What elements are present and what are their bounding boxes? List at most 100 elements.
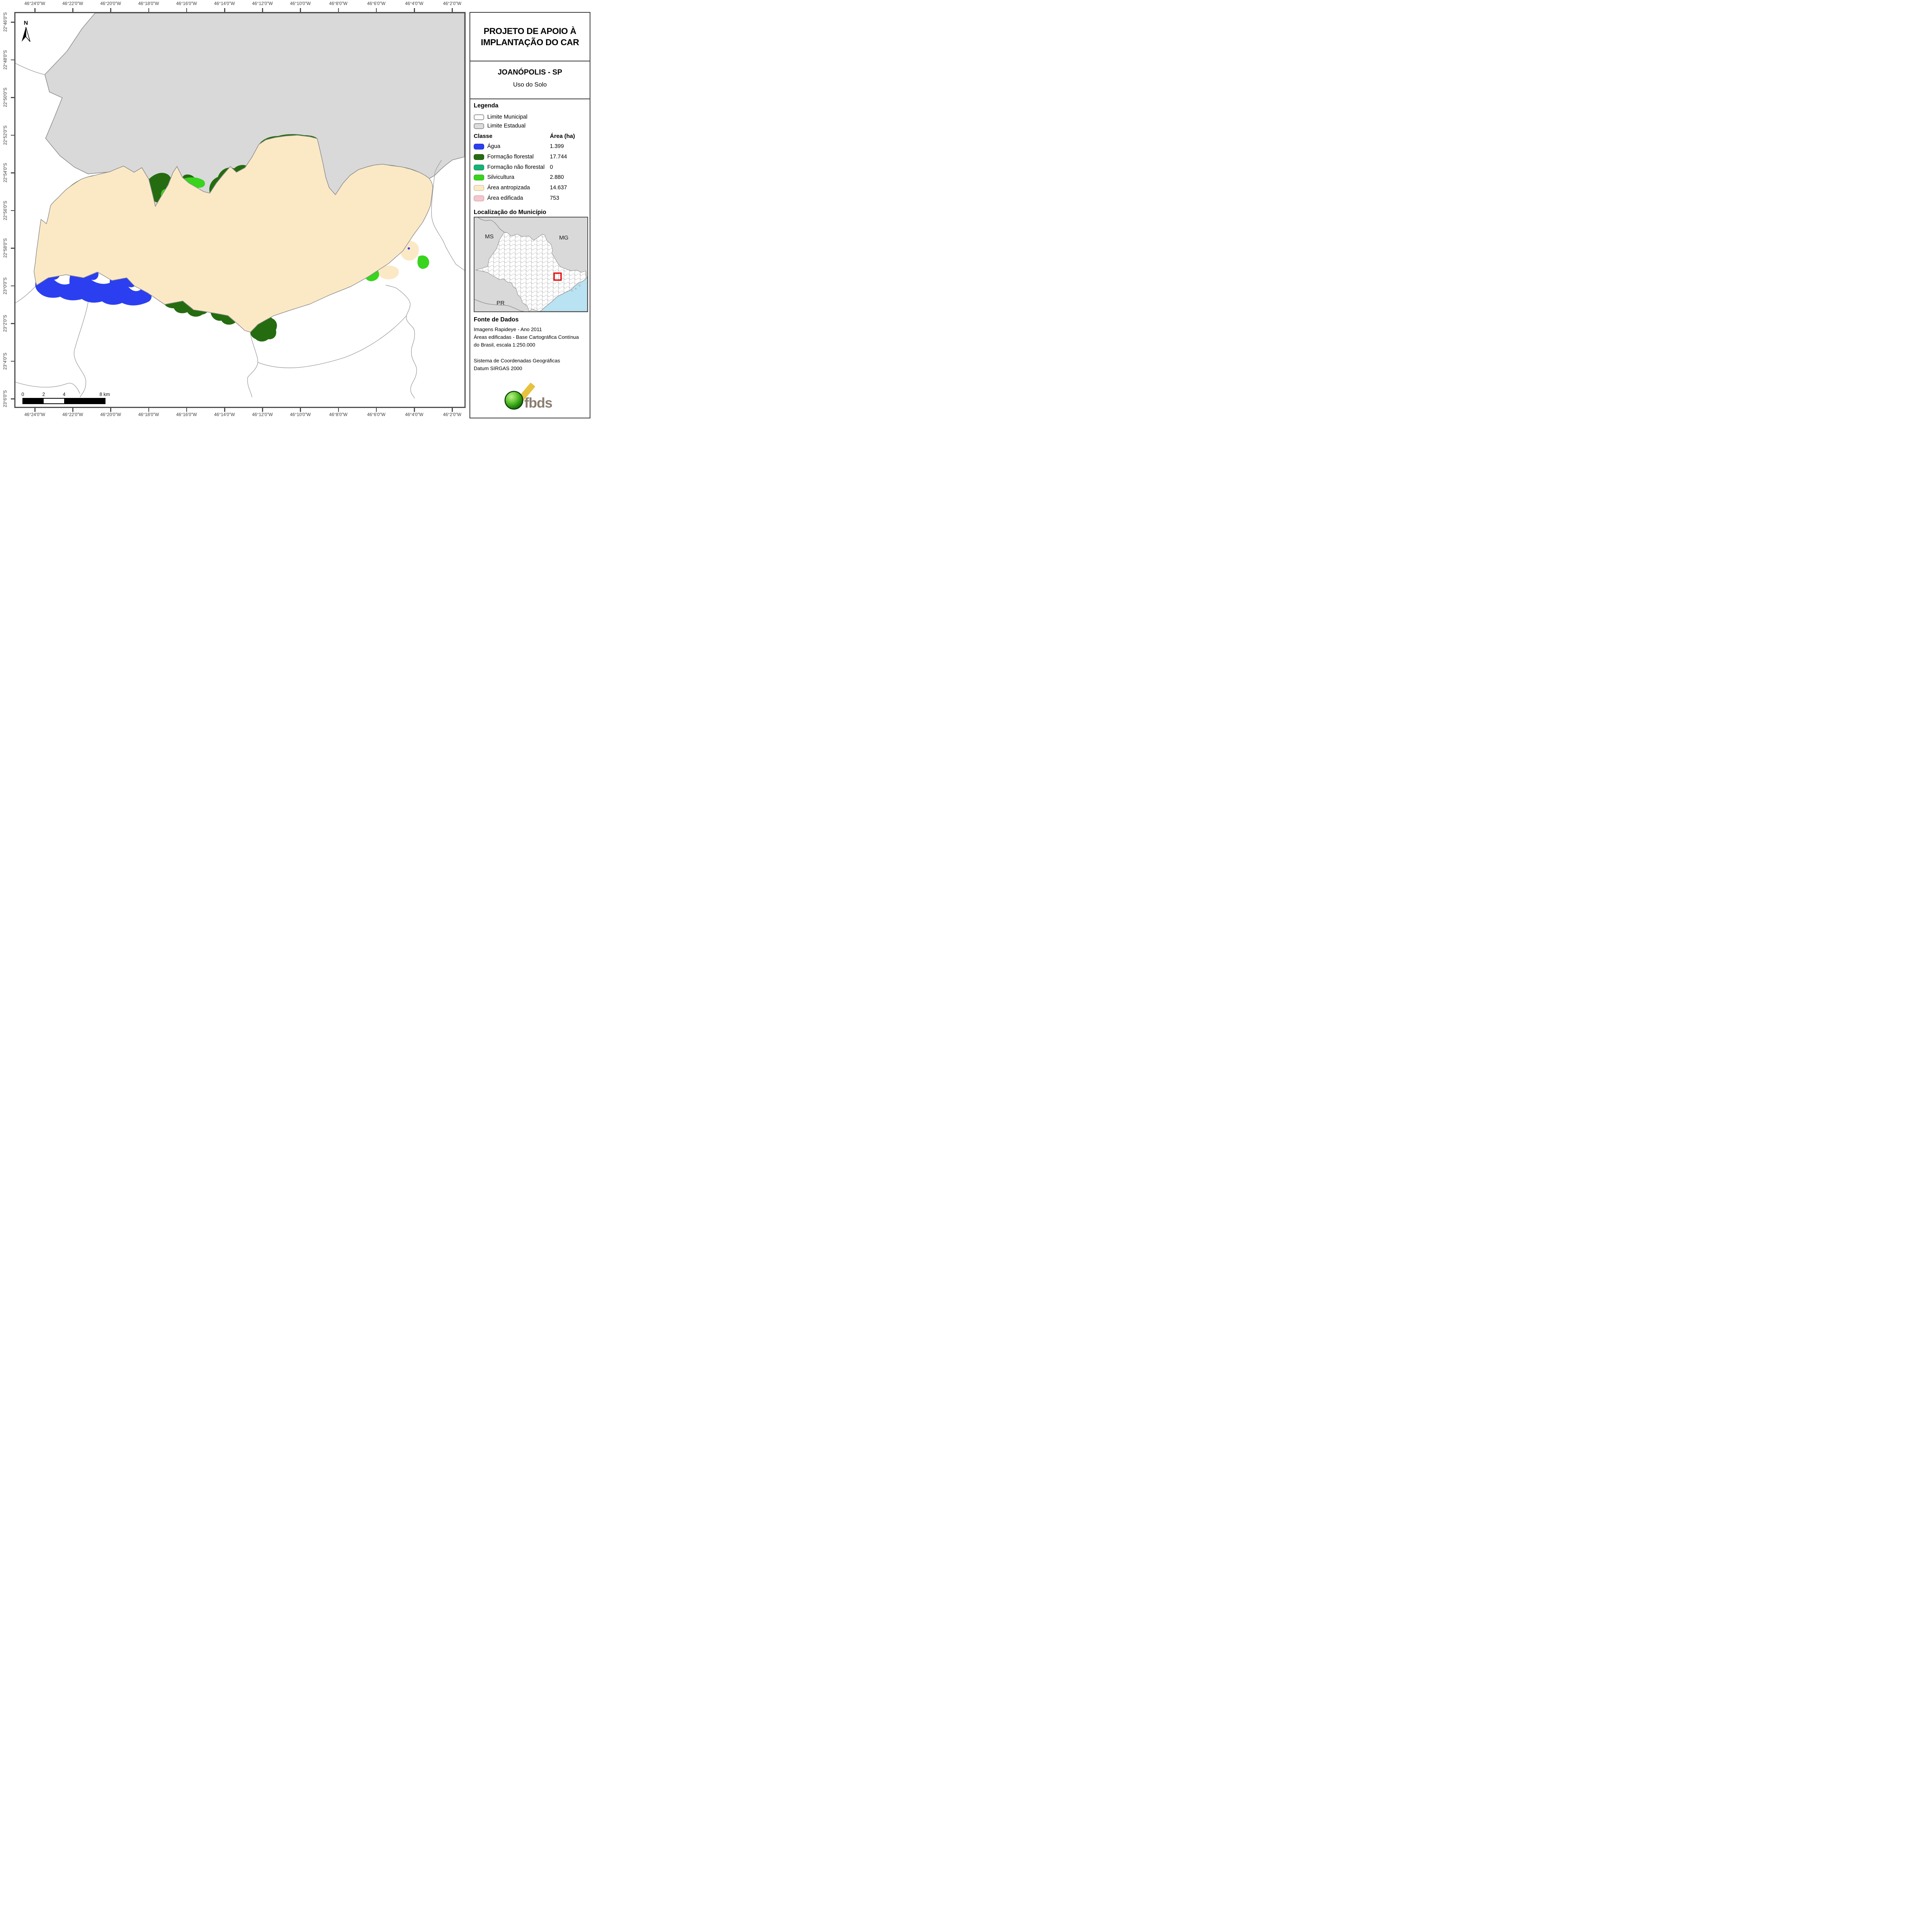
north-arrow: N (22, 20, 31, 42)
main-map: N 0 2 4 8 km (14, 12, 466, 408)
north-arrow-label: N (24, 20, 28, 26)
map-layout-page: N 0 2 4 8 km PROJETO DE APOIO À IMPLANTAÇ… (0, 0, 598, 423)
top-axis-tick (72, 8, 73, 12)
class-area-value: 14.637 (550, 185, 567, 191)
bottom-axis-tick (110, 408, 111, 412)
top-axis-tick (110, 8, 111, 12)
left-axis-label: 22°46'0"S (3, 12, 8, 32)
class-area-value: 1.399 (550, 143, 564, 150)
label-mg: MG (559, 235, 568, 241)
bottom-axis-tick (452, 408, 453, 412)
fbds-logo: fbds (504, 382, 553, 411)
bottom-axis-label: 46°8'0"W (329, 413, 348, 417)
left-axis-label: 23°0'0"S (3, 277, 8, 294)
top-axis-tick (262, 8, 263, 12)
locator-heading: Localização do Município (474, 209, 546, 216)
top-axis-tick (376, 8, 377, 12)
top-axis-tick (300, 8, 301, 12)
bottom-axis-tick (376, 408, 377, 412)
label-ms: MS (485, 233, 494, 240)
bottom-axis-label: 46°14'0"W (214, 413, 235, 417)
class-area-value: 2.880 (550, 174, 564, 181)
municipality-name: JOANÓPOLIS - SP (498, 68, 562, 76)
silvicultura-swatch (474, 175, 484, 181)
limite-estadual-label: Limite Estadual (487, 123, 526, 129)
bottom-axis-label: 46°20'0"W (100, 413, 121, 417)
scale-label-8km: 8 km (99, 392, 110, 397)
scale-bar: 0 2 4 8 km (22, 392, 110, 404)
bottom-axis-label: 46°16'0"W (176, 413, 197, 417)
top-axis-label: 46°24'0"W (24, 2, 45, 6)
top-axis-label: 46°10'0"W (290, 2, 311, 6)
bottom-axis-label: 46°6'0"W (367, 413, 386, 417)
florestal-swatch (474, 154, 484, 160)
top-axis-label: 46°2'0"W (443, 2, 461, 6)
project-title: PROJETO DE APOIO À IMPLANTAÇÃO DO CAR (481, 26, 579, 47)
bottom-axis-label: 46°12'0"W (252, 413, 273, 417)
top-axis-label: 46°4'0"W (405, 2, 423, 6)
top-axis-tick (224, 8, 225, 12)
left-axis-label: 23°6'0"S (3, 390, 8, 408)
label-pr: PR (497, 300, 505, 306)
scale-label-2: 2 (43, 392, 45, 397)
nao_florestal-swatch (474, 164, 484, 170)
left-axis-label: 22°50'0"S (3, 87, 8, 107)
left-axis-label: 22°54'0"S (3, 163, 8, 183)
fonte-heading: Fonte de Dados (474, 316, 519, 323)
top-axis-label: 46°20'0"W (100, 2, 121, 6)
left-axis-tick (11, 360, 14, 362)
scale-label-4: 4 (63, 392, 66, 397)
bottom-axis-tick (414, 408, 415, 412)
legend-heading: Legenda (474, 102, 498, 109)
edificada-swatch (474, 195, 484, 201)
left-axis-tick (11, 248, 14, 249)
limite-municipal-swatch (474, 114, 484, 120)
fonte-line-3: do Brasil, escala 1:250.000 (474, 342, 536, 348)
left-axis-tick (11, 323, 14, 324)
top-axis-label: 46°8'0"W (329, 2, 348, 6)
locator-canvas: MS MG PR (474, 217, 588, 312)
bottom-axis-tick (262, 408, 263, 412)
left-axis-tick (11, 172, 14, 173)
top-axis-label: 46°16'0"W (176, 2, 197, 6)
fonte-line-5: Datum SIRGAS 2000 (474, 365, 522, 371)
top-axis-tick (414, 8, 415, 12)
class-label: Formação não florestal (487, 164, 545, 170)
limite-estadual-swatch (474, 123, 484, 129)
state-border-pr (474, 299, 524, 312)
area-column-header: Área (ha) (550, 133, 575, 139)
limite-municipal-label: Limite Municipal (487, 114, 527, 120)
municipality-highlight-box (553, 272, 562, 281)
bottom-axis-label: 46°10'0"W (290, 413, 311, 417)
class-label: Água (487, 143, 500, 150)
top-axis-tick (338, 8, 339, 12)
scale-label-0: 0 (22, 392, 24, 397)
left-axis-tick (11, 22, 14, 23)
class-label: Área antropizada (487, 185, 530, 191)
bottom-axis-label: 46°18'0"W (138, 413, 159, 417)
logo-globe (504, 391, 524, 410)
bottom-axis-tick (300, 408, 301, 412)
top-axis-label: 46°22'0"W (62, 2, 83, 6)
bottom-axis-tick (34, 408, 36, 412)
left-axis-tick (11, 285, 14, 286)
agua-swatch (474, 144, 484, 150)
class-label: Formação florestal (487, 153, 534, 160)
top-axis-label: 46°14'0"W (214, 2, 235, 6)
neighbor-boundaries (15, 63, 464, 399)
bottom-axis-tick (72, 408, 73, 412)
state-border-ms-mg (478, 217, 505, 233)
left-axis-tick (11, 59, 14, 60)
top-axis-label: 46°6'0"W (367, 2, 386, 6)
bottom-axis-tick (224, 408, 225, 412)
class-area-value: 0 (550, 164, 553, 170)
logo-text: fbds (524, 395, 552, 411)
map-theme: Uso do Solo (513, 82, 547, 88)
fonte-line-2: Áreas edificadas - Base Cartográfica Con… (474, 334, 579, 340)
top-axis-tick (34, 8, 36, 12)
subtitle-box: JOANÓPOLIS - SP Uso do Solo (470, 61, 590, 99)
class-area-value: 753 (550, 195, 560, 201)
left-axis-label: 22°48'0"S (3, 50, 8, 70)
class-label: Silvicultura (487, 174, 515, 181)
left-axis-label: 23°2'0"S (3, 314, 8, 332)
